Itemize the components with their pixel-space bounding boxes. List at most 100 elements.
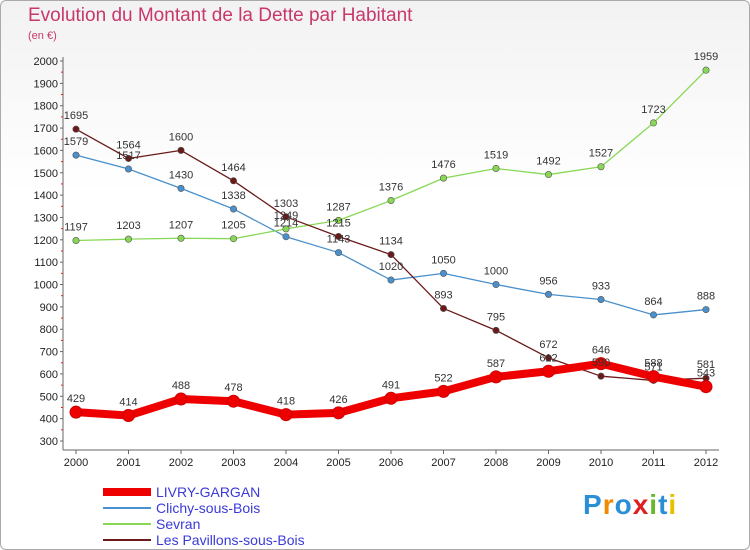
logo-letter: i <box>668 489 678 520</box>
x-tick-label: 2006 <box>379 457 403 469</box>
data-point <box>69 405 83 419</box>
y-tick-label: 2000 <box>34 56 58 68</box>
data-label: 478 <box>224 382 242 394</box>
data-label: 1464 <box>221 162 245 174</box>
y-tick-label: 1000 <box>34 280 58 292</box>
data-point <box>282 213 290 221</box>
data-point <box>597 372 605 380</box>
data-label: 1376 <box>379 181 403 193</box>
data-label: 893 <box>434 289 452 301</box>
legend-label: Clichy-sous-Bois <box>156 500 260 516</box>
x-tick-label: 2011 <box>642 457 666 469</box>
data-label: 1249 <box>274 210 298 222</box>
data-label: 571 <box>644 361 662 373</box>
chart-title: Evolution du Montant de la Dette par Hab… <box>28 5 413 26</box>
logo-letter: P <box>583 489 603 520</box>
data-label: 1338 <box>221 190 245 202</box>
y-tick-label: 1200 <box>34 235 58 247</box>
y-tick-label: 800 <box>40 324 58 336</box>
logo-letter: t <box>658 489 669 520</box>
data-label: 522 <box>434 372 452 384</box>
logo-letter: r <box>602 489 615 520</box>
proxiti-logo: Proxiti <box>583 489 677 521</box>
data-point <box>439 269 447 277</box>
data-label: 864 <box>644 296 662 308</box>
data-point <box>334 232 342 240</box>
data-point <box>594 357 608 371</box>
x-tick-label: 2003 <box>221 457 245 469</box>
data-point <box>177 184 185 192</box>
y-tick-label: 600 <box>40 369 58 381</box>
data-point <box>384 391 398 405</box>
x-tick-label: 2004 <box>274 457 298 469</box>
data-point <box>387 196 395 204</box>
data-point <box>649 119 657 127</box>
data-point <box>439 174 447 182</box>
data-point <box>542 364 555 378</box>
data-point <box>597 163 605 171</box>
data-point <box>174 392 188 406</box>
y-tick-label: 500 <box>40 391 58 403</box>
data-point <box>334 216 342 224</box>
data-point <box>227 394 240 408</box>
data-label: 491 <box>382 379 400 391</box>
data-label: 1430 <box>169 169 193 181</box>
data-label: 426 <box>329 394 347 406</box>
y-tick-label: 700 <box>40 347 58 359</box>
x-tick-label: 2007 <box>431 457 455 469</box>
data-label: 543 <box>697 368 715 380</box>
data-point <box>439 304 447 312</box>
y-tick-label: 1900 <box>34 78 58 90</box>
data-label: 1214 <box>274 218 298 230</box>
data-point <box>492 165 500 173</box>
data-point <box>282 225 290 233</box>
data-label: 956 <box>539 275 557 287</box>
legend-label: Sevran <box>156 516 200 532</box>
data-label: 888 <box>697 291 715 303</box>
legend-label: Les Pavillons-sous-Bois <box>156 532 305 548</box>
data-label: 1564 <box>116 139 140 151</box>
data-label: 590 <box>592 357 610 369</box>
y-tick-label: 1700 <box>34 123 58 135</box>
data-point <box>230 177 238 185</box>
y-tick-label: 1400 <box>34 190 58 202</box>
data-point <box>177 234 185 242</box>
data-label: 1600 <box>169 131 193 143</box>
data-point <box>279 408 293 422</box>
data-point <box>177 146 185 154</box>
chart-unit: (en €) <box>28 30 57 42</box>
data-point <box>544 290 552 298</box>
logo-letter: x <box>632 489 650 520</box>
x-tick-label: 2012 <box>694 457 718 469</box>
data-label: 418 <box>277 396 295 408</box>
data-label: 1527 <box>589 148 613 160</box>
data-point <box>699 380 713 394</box>
x-tick-label: 2000 <box>64 457 88 469</box>
data-point <box>437 384 450 398</box>
data-point <box>230 235 238 243</box>
data-label: 795 <box>487 311 505 323</box>
data-label: 1476 <box>431 159 455 171</box>
x-tick-label: 2010 <box>589 457 613 469</box>
y-tick-label: 1600 <box>34 145 58 157</box>
data-point <box>544 171 552 179</box>
data-point <box>72 236 80 244</box>
data-point <box>597 296 605 304</box>
data-point <box>649 311 657 319</box>
logo-letter: o <box>614 489 633 520</box>
data-point <box>72 125 80 133</box>
data-label: 1134 <box>379 236 403 248</box>
data-point <box>489 370 503 384</box>
y-tick-label: 1300 <box>34 212 58 224</box>
data-label: 587 <box>487 358 505 370</box>
x-tick-label: 2005 <box>326 457 350 469</box>
data-point <box>702 66 710 74</box>
data-label: 1287 <box>326 201 350 213</box>
y-tick-label: 1500 <box>34 168 58 180</box>
data-point <box>647 370 660 384</box>
data-point <box>230 205 238 213</box>
data-label: 1197 <box>64 221 88 233</box>
data-point <box>282 233 290 241</box>
data-label: 1519 <box>484 150 508 162</box>
